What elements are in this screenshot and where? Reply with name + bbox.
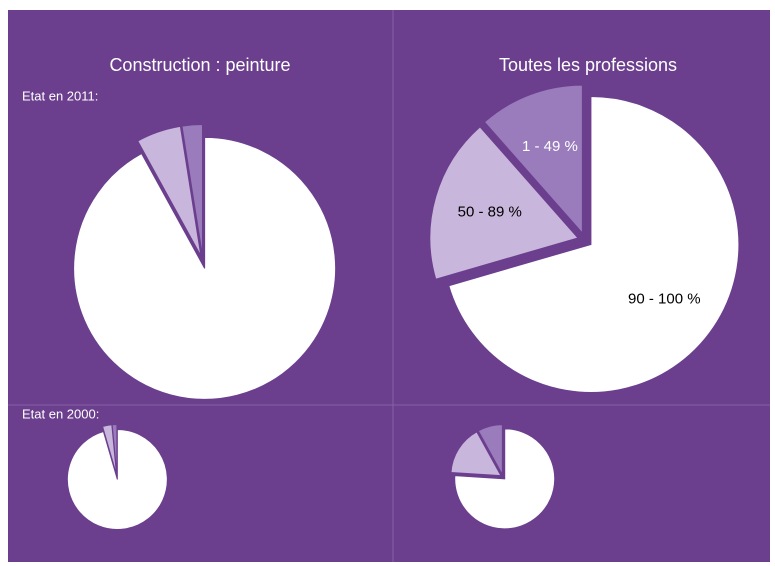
pie-slice (181, 123, 203, 256)
chart-subtitle: Etat en 2000: (22, 406, 99, 421)
pie-slice (448, 95, 740, 393)
slice-label: 90 - 100 % (628, 291, 701, 308)
pie-slice (477, 424, 503, 475)
pie-slice (483, 84, 583, 235)
pie-slice (450, 431, 502, 477)
pie-slice (137, 125, 202, 257)
pie-slice (73, 136, 337, 400)
pie-slice (429, 126, 579, 280)
slice-label: 50 - 89 % (458, 203, 522, 220)
pie-slice (111, 424, 118, 475)
chart-subtitle: Etat en 2011: (22, 88, 98, 103)
chart-title: Construction : peinture (109, 55, 290, 75)
slice-label: 1 - 49 % (522, 138, 578, 155)
pie-slice (66, 428, 168, 530)
chart-title: Toutes les professions (499, 55, 677, 75)
pie-slice (454, 428, 556, 530)
